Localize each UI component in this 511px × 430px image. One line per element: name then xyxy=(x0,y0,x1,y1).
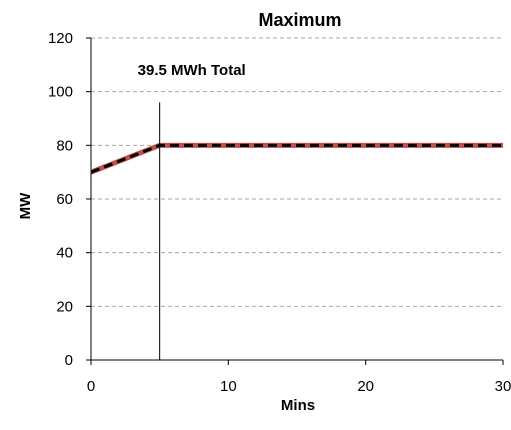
y-tick-label: 80 xyxy=(56,137,73,154)
series-group xyxy=(90,142,503,175)
y-tick-label: 60 xyxy=(56,191,73,208)
annotation-label: 39.5 MWh Total xyxy=(138,62,246,79)
y-tick-label: 100 xyxy=(48,84,73,101)
x-tick-label: 20 xyxy=(357,378,374,395)
y-tick-label: 20 xyxy=(56,298,73,315)
x-tick-label: 30 xyxy=(495,378,511,395)
chart-title: Maximum xyxy=(258,10,341,30)
annotation-background xyxy=(133,54,302,83)
y-tick-label: 0 xyxy=(65,352,73,369)
y-tick-label: 120 xyxy=(48,30,73,47)
x-tick-label: 10 xyxy=(220,378,237,395)
x-tick-label: 0 xyxy=(87,378,95,395)
series-line-1 xyxy=(90,142,503,175)
x-axis-label: Mins xyxy=(281,397,315,414)
y-axis-ticks: 0 20 40 60 80 100 120 xyxy=(48,30,91,369)
y-axis-label: MW xyxy=(17,192,34,219)
annotations: 39.5 MWh Total xyxy=(133,54,302,360)
x-axis-ticks: 0 10 20 30 xyxy=(87,360,511,395)
y-tick-label: 40 xyxy=(56,245,73,262)
